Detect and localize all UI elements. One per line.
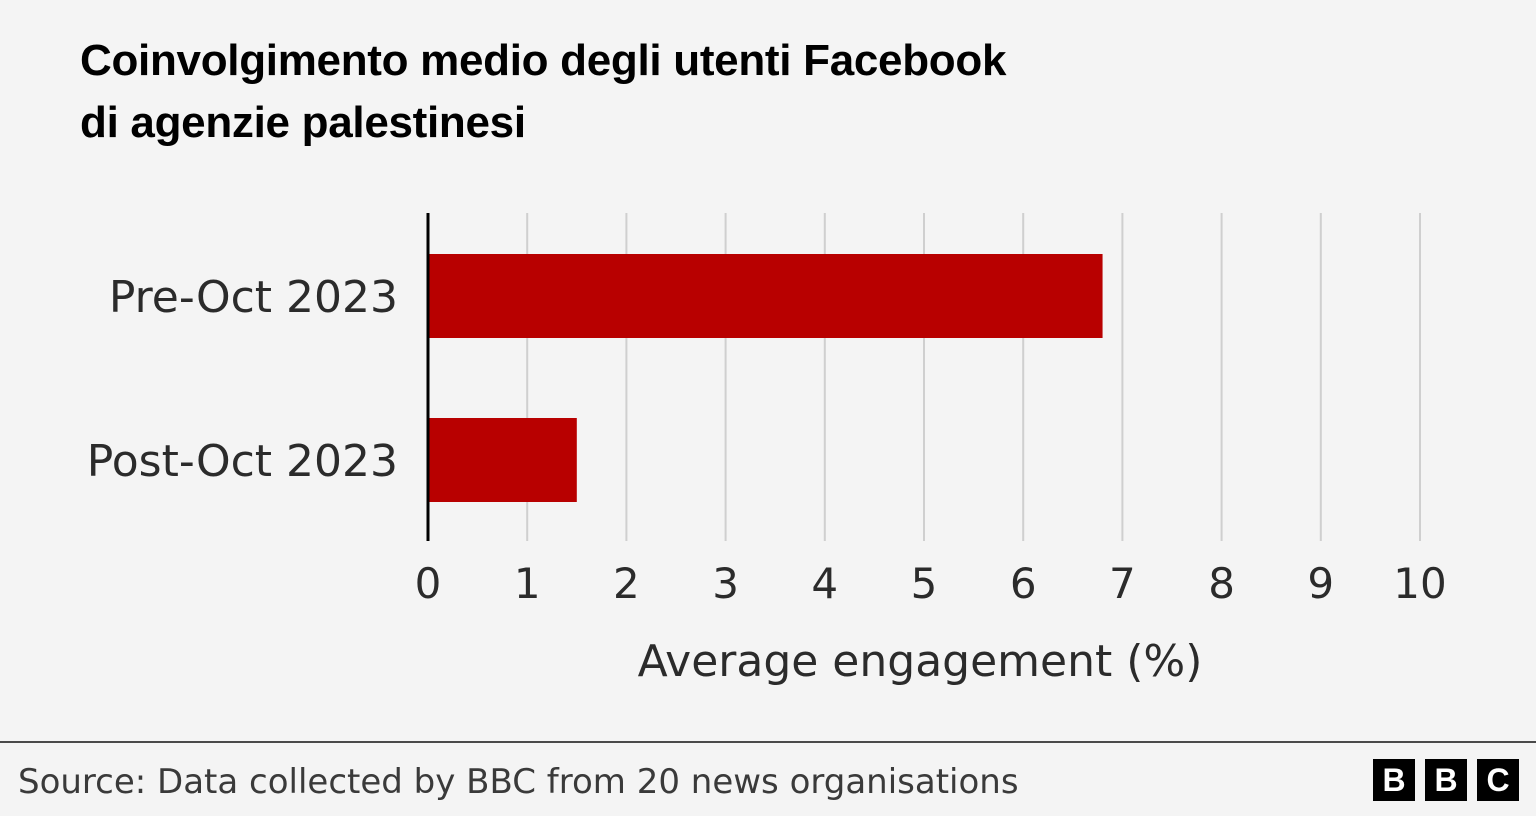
footer-divider xyxy=(0,741,1536,743)
chart-title-line-2: di agenzie palestinesi xyxy=(80,98,526,147)
x-tick-label: 7 xyxy=(1109,559,1136,608)
x-tick-label: 0 xyxy=(415,559,442,608)
x-tick-label: 2 xyxy=(613,559,640,608)
x-tick-label: 1 xyxy=(514,559,541,608)
bars xyxy=(428,254,1103,502)
x-tick-label: 10 xyxy=(1393,559,1446,608)
category-label: Post-Oct 2023 xyxy=(87,436,398,487)
bbc-logo: B B C xyxy=(1373,759,1519,801)
bar xyxy=(428,418,577,502)
bar-chart: Pre-Oct 2023 Post-Oct 2023 0 1 2 3 4 5 6 7 8 9 10 A… xyxy=(87,213,1447,687)
bbc-logo-letter: C xyxy=(1477,759,1519,801)
chart-title-line-1: Coinvolgimento medio degli utenti Facebo… xyxy=(80,36,1007,85)
x-tick-label: 3 xyxy=(712,559,739,608)
bbc-logo-letter: B xyxy=(1373,759,1415,801)
x-tick-labels: 0 1 2 3 4 5 6 7 8 9 10 xyxy=(415,559,1447,608)
x-axis-label: Average engagement (%) xyxy=(638,636,1203,687)
bar xyxy=(428,254,1103,338)
x-tick-label: 6 xyxy=(1010,559,1037,608)
chart-title: Coinvolgimento medio degli utenti Facebo… xyxy=(80,30,1180,154)
x-tick-label: 4 xyxy=(811,559,838,608)
bbc-logo-letter: B xyxy=(1425,759,1467,801)
source-note: Source: Data collected by BBC from 20 ne… xyxy=(18,762,1019,802)
x-tick-label: 8 xyxy=(1208,559,1235,608)
x-tick-label: 9 xyxy=(1307,559,1334,608)
category-labels: Pre-Oct 2023 Post-Oct 2023 xyxy=(87,272,398,487)
category-label: Pre-Oct 2023 xyxy=(109,272,398,323)
x-tick-label: 5 xyxy=(911,559,938,608)
